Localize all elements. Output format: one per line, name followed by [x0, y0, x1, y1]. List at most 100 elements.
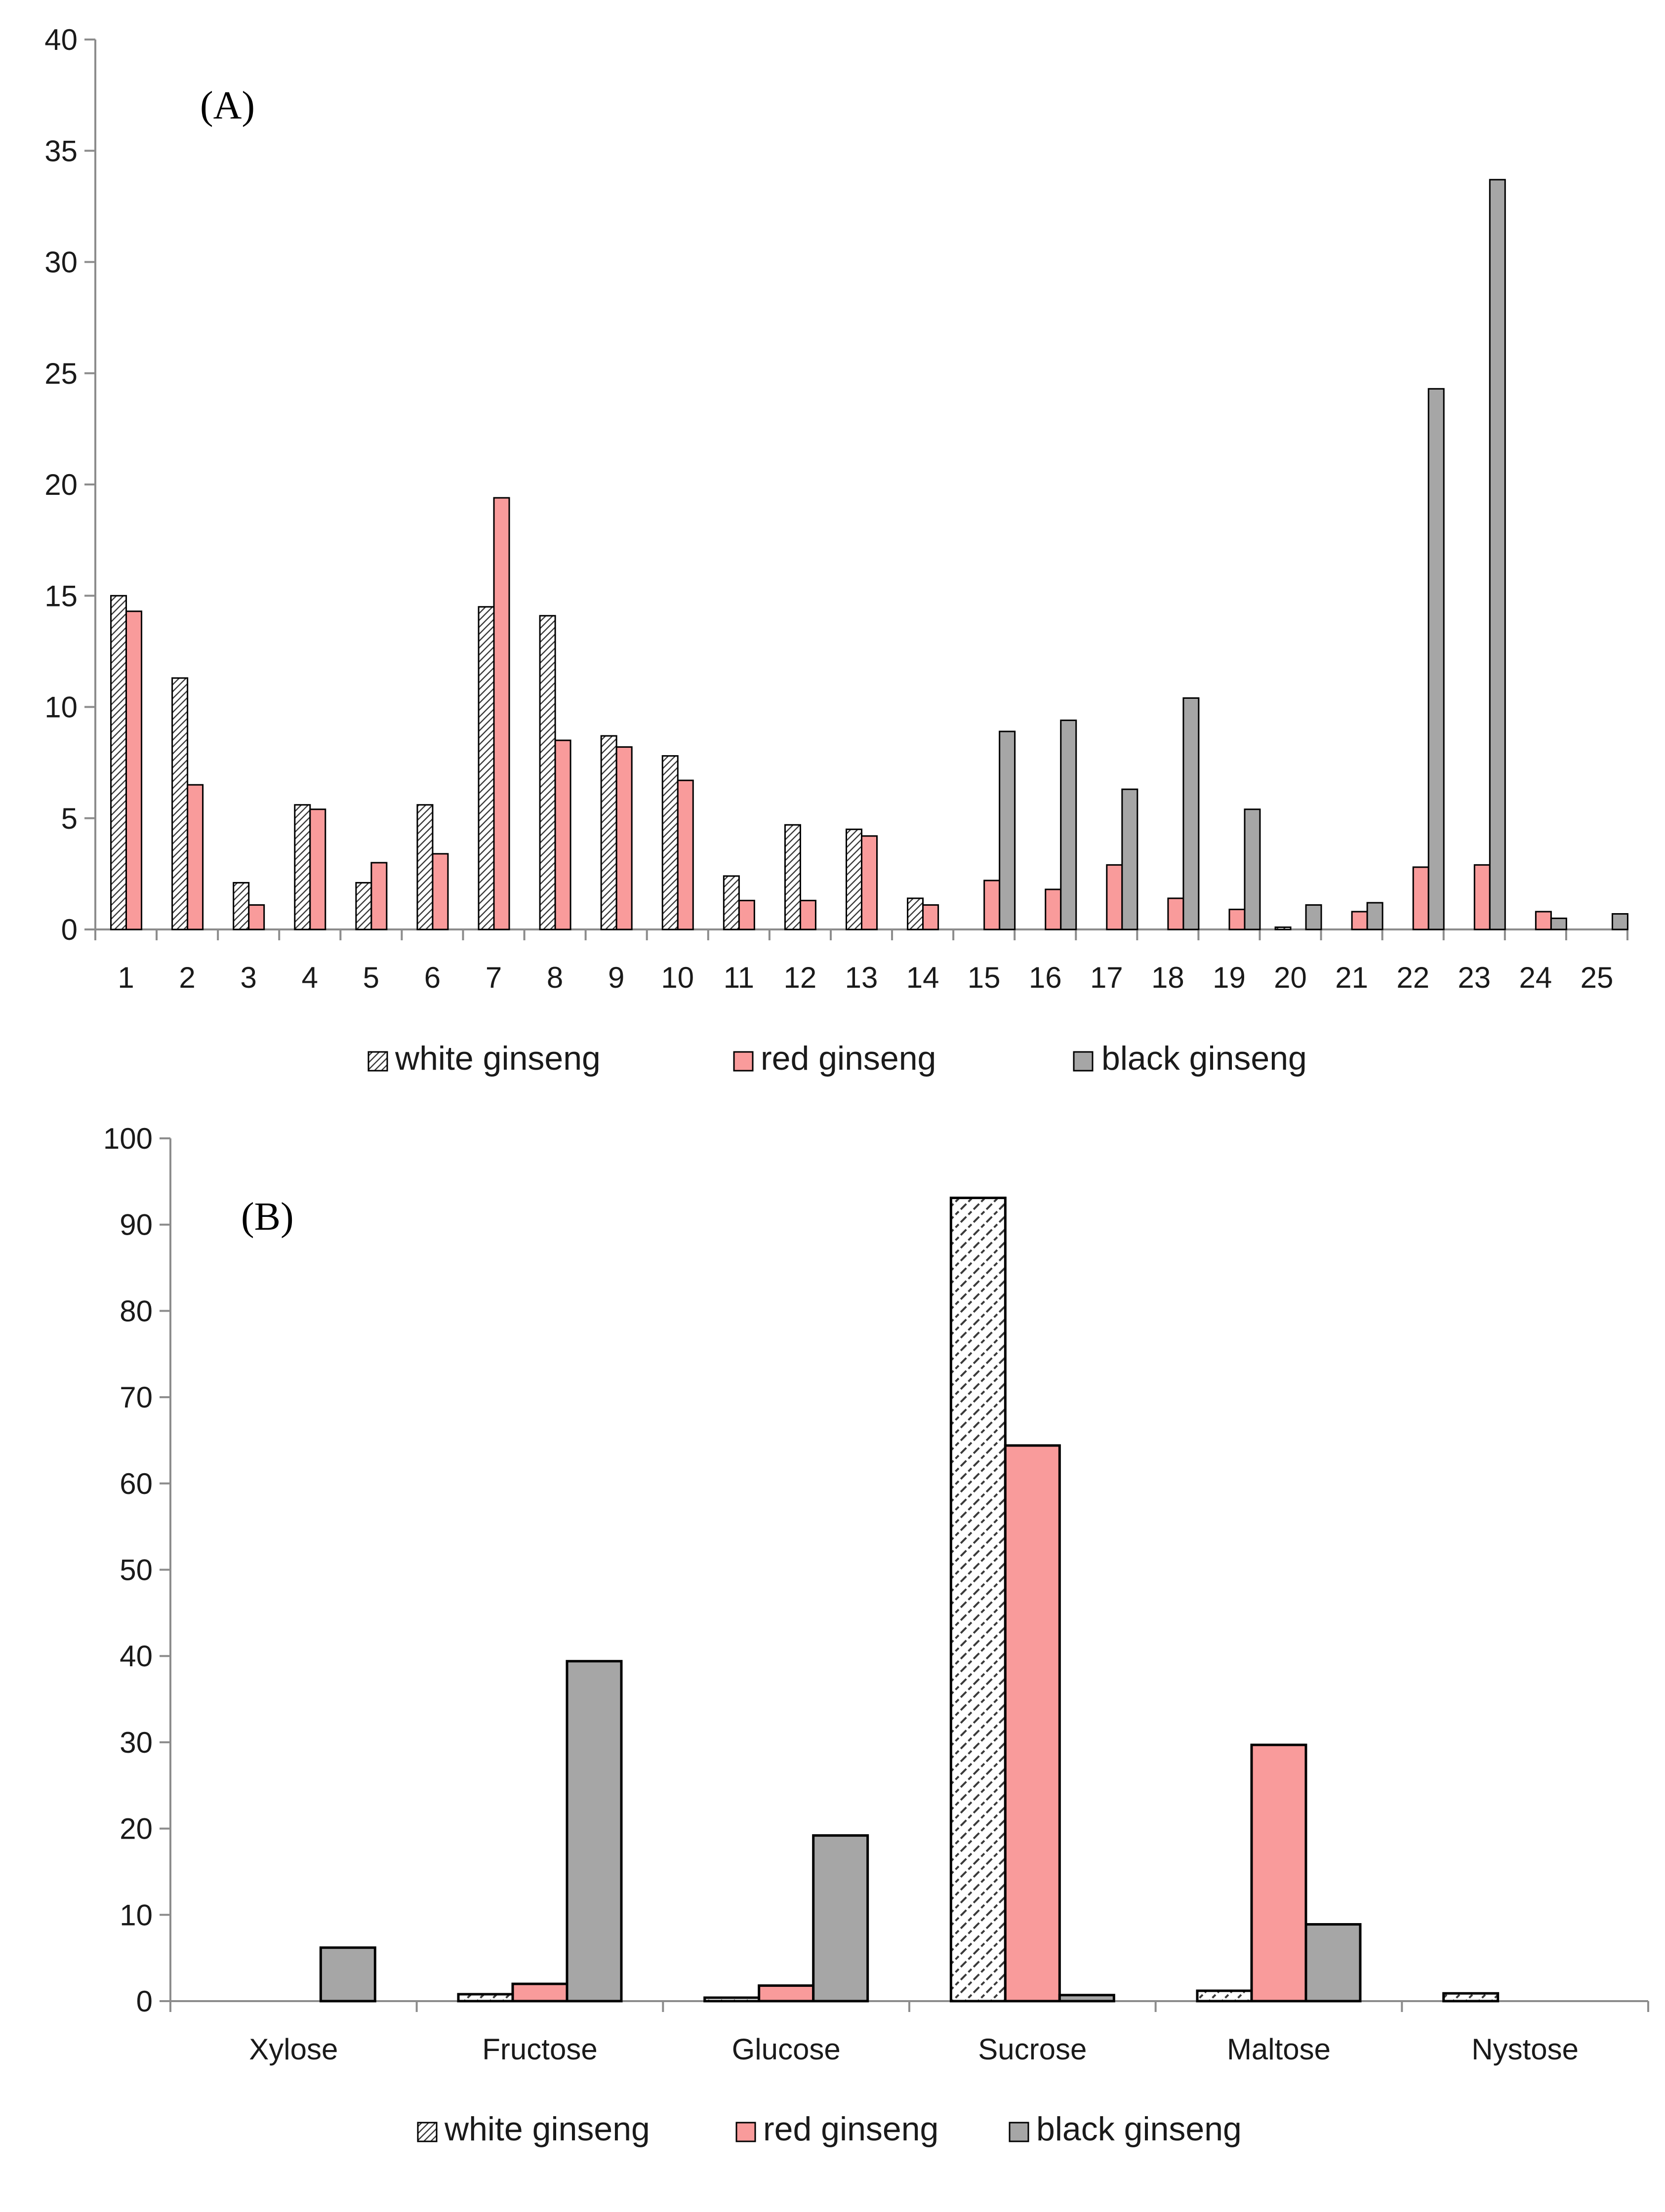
x-tick-label: Maltose [1227, 2033, 1331, 2066]
y-tick-label: 15 [44, 579, 78, 612]
x-tick-label: 12 [784, 961, 817, 994]
y-tick-label: 40 [44, 23, 78, 56]
red-ginseng-bar [493, 497, 510, 930]
legend-label-red-ginseng: red ginseng [761, 1040, 936, 1077]
y-tick-label: 5 [61, 802, 78, 835]
red-ginseng-bar [738, 899, 755, 930]
chart-b-axes: 0 10 20 30 40 50 60 70 80 90 100 Xylose Fructose Gluc… [103, 1122, 1649, 2066]
x-tick-label: 7 [486, 961, 502, 994]
chart-b-panel-label: (B) [241, 1195, 294, 1239]
red-ginseng-bar [370, 862, 388, 930]
x-tick-label: 13 [845, 961, 878, 994]
x-tick-label: 22 [1396, 961, 1429, 994]
x-tick-label: 4 [302, 961, 318, 994]
y-tick-label: 30 [120, 1726, 153, 1759]
chart-a-legend: white ginseng red ginseng black ginseng [367, 1040, 1307, 1077]
x-tick-label: 8 [547, 961, 563, 994]
x-tick-label: Fructose [482, 2033, 597, 2066]
red-ginseng-bar [248, 904, 265, 930]
white-ginseng-bar [600, 735, 617, 930]
chart-b-legend: white ginseng red ginseng black ginseng [417, 2110, 1242, 2148]
x-tick-label: 6 [424, 961, 441, 994]
x-tick-label: 15 [968, 961, 1001, 994]
x-tick-label: 25 [1581, 961, 1614, 994]
x-tick-label: Nystose [1471, 2033, 1579, 2066]
x-tick-label: 19 [1213, 961, 1246, 994]
x-tick-label: 18 [1151, 961, 1184, 994]
white-ginseng-bar [1196, 1989, 1253, 2003]
legend-swatch-white-ginseng [367, 1051, 388, 1072]
x-tick-label: 5 [363, 961, 379, 994]
x-tick-label: 21 [1335, 961, 1368, 994]
white-ginseng-bar [233, 882, 250, 930]
legend-swatch-white-ginseng [417, 2122, 438, 2142]
white-ginseng-bar [110, 595, 127, 930]
red-ginseng-bar [861, 835, 878, 930]
black-ginseng-bar [1182, 697, 1200, 930]
black-ginseng-bar [566, 1660, 623, 2003]
white-ginseng-bar [457, 1993, 514, 2003]
y-tick-label: 0 [61, 913, 78, 946]
y-tick-label: 30 [44, 246, 78, 279]
white-ginseng-bar [784, 824, 801, 930]
x-tick-label: 14 [906, 961, 939, 994]
white-ginseng-bar [907, 897, 924, 930]
x-tick-label: 23 [1458, 961, 1491, 994]
legend-label-black-ginseng: black ginseng [1036, 2110, 1242, 2148]
legend-label-white-ginseng: white ginseng [444, 2110, 650, 2148]
black-ginseng-bar [1489, 179, 1506, 930]
red-ginseng-bar [758, 1984, 815, 2003]
y-tick-label: 0 [136, 1985, 153, 2018]
black-ginseng-bar [1427, 388, 1445, 930]
red-ginseng-bar [554, 739, 571, 930]
white-ginseng-bar [171, 677, 189, 930]
black-ginseng-bar [812, 1834, 869, 2003]
white-ginseng-bar [294, 804, 311, 930]
red-ginseng-bar [432, 853, 449, 930]
red-ginseng-bar [983, 880, 1001, 930]
white-ginseng-bar [846, 828, 862, 930]
white-ginseng-bar [661, 755, 679, 930]
chart-a-bars [110, 179, 1628, 930]
legend-label-white-ginseng: white ginseng [395, 1040, 601, 1077]
red-ginseng-bar [615, 746, 633, 930]
legend-swatch-black-ginseng [1009, 2122, 1029, 2142]
y-tick-label: 10 [44, 691, 78, 724]
red-ginseng-bar [1045, 888, 1062, 930]
x-tick-label: 3 [241, 961, 257, 994]
legend-swatch-red-ginseng [733, 1051, 754, 1072]
red-ginseng-bar [922, 904, 939, 930]
red-ginseng-bar [1351, 911, 1368, 930]
black-ginseng-bar [1550, 917, 1567, 930]
x-tick-label: 9 [608, 961, 624, 994]
red-ginseng-bar [1250, 1743, 1307, 2003]
y-tick-label: 40 [120, 1640, 153, 1673]
x-tick-label: Glucose [732, 2033, 841, 2066]
black-ginseng-bar [1058, 1994, 1115, 2003]
y-tick-label: 80 [120, 1294, 153, 1327]
red-ginseng-bar [1106, 864, 1123, 930]
white-ginseng-bar [703, 1996, 761, 2003]
legend-label-black-ginseng: black ginseng [1101, 1040, 1307, 1077]
y-tick-label: 20 [44, 468, 78, 501]
x-tick-label: 11 [724, 961, 754, 994]
black-ginseng-bar [319, 1946, 376, 2003]
chart-b-bars [319, 1197, 1500, 2003]
legend-label-red-ginseng: red ginseng [763, 2110, 938, 2148]
x-tick-label: 16 [1029, 961, 1062, 994]
black-ginseng-bar [1060, 720, 1077, 930]
black-ginseng-bar [1244, 808, 1261, 930]
y-tick-label: 50 [120, 1554, 153, 1587]
white-ginseng-bar [478, 606, 495, 930]
y-tick-label: 10 [120, 1898, 153, 1931]
white-ginseng-bar [539, 615, 556, 930]
black-ginseng-bar [1121, 788, 1138, 930]
red-ginseng-bar [1473, 864, 1491, 930]
x-tick-label: 1 [118, 961, 134, 994]
y-tick-label: 70 [120, 1381, 153, 1414]
red-ginseng-bar [511, 1982, 569, 2003]
red-ginseng-bar [309, 808, 326, 930]
